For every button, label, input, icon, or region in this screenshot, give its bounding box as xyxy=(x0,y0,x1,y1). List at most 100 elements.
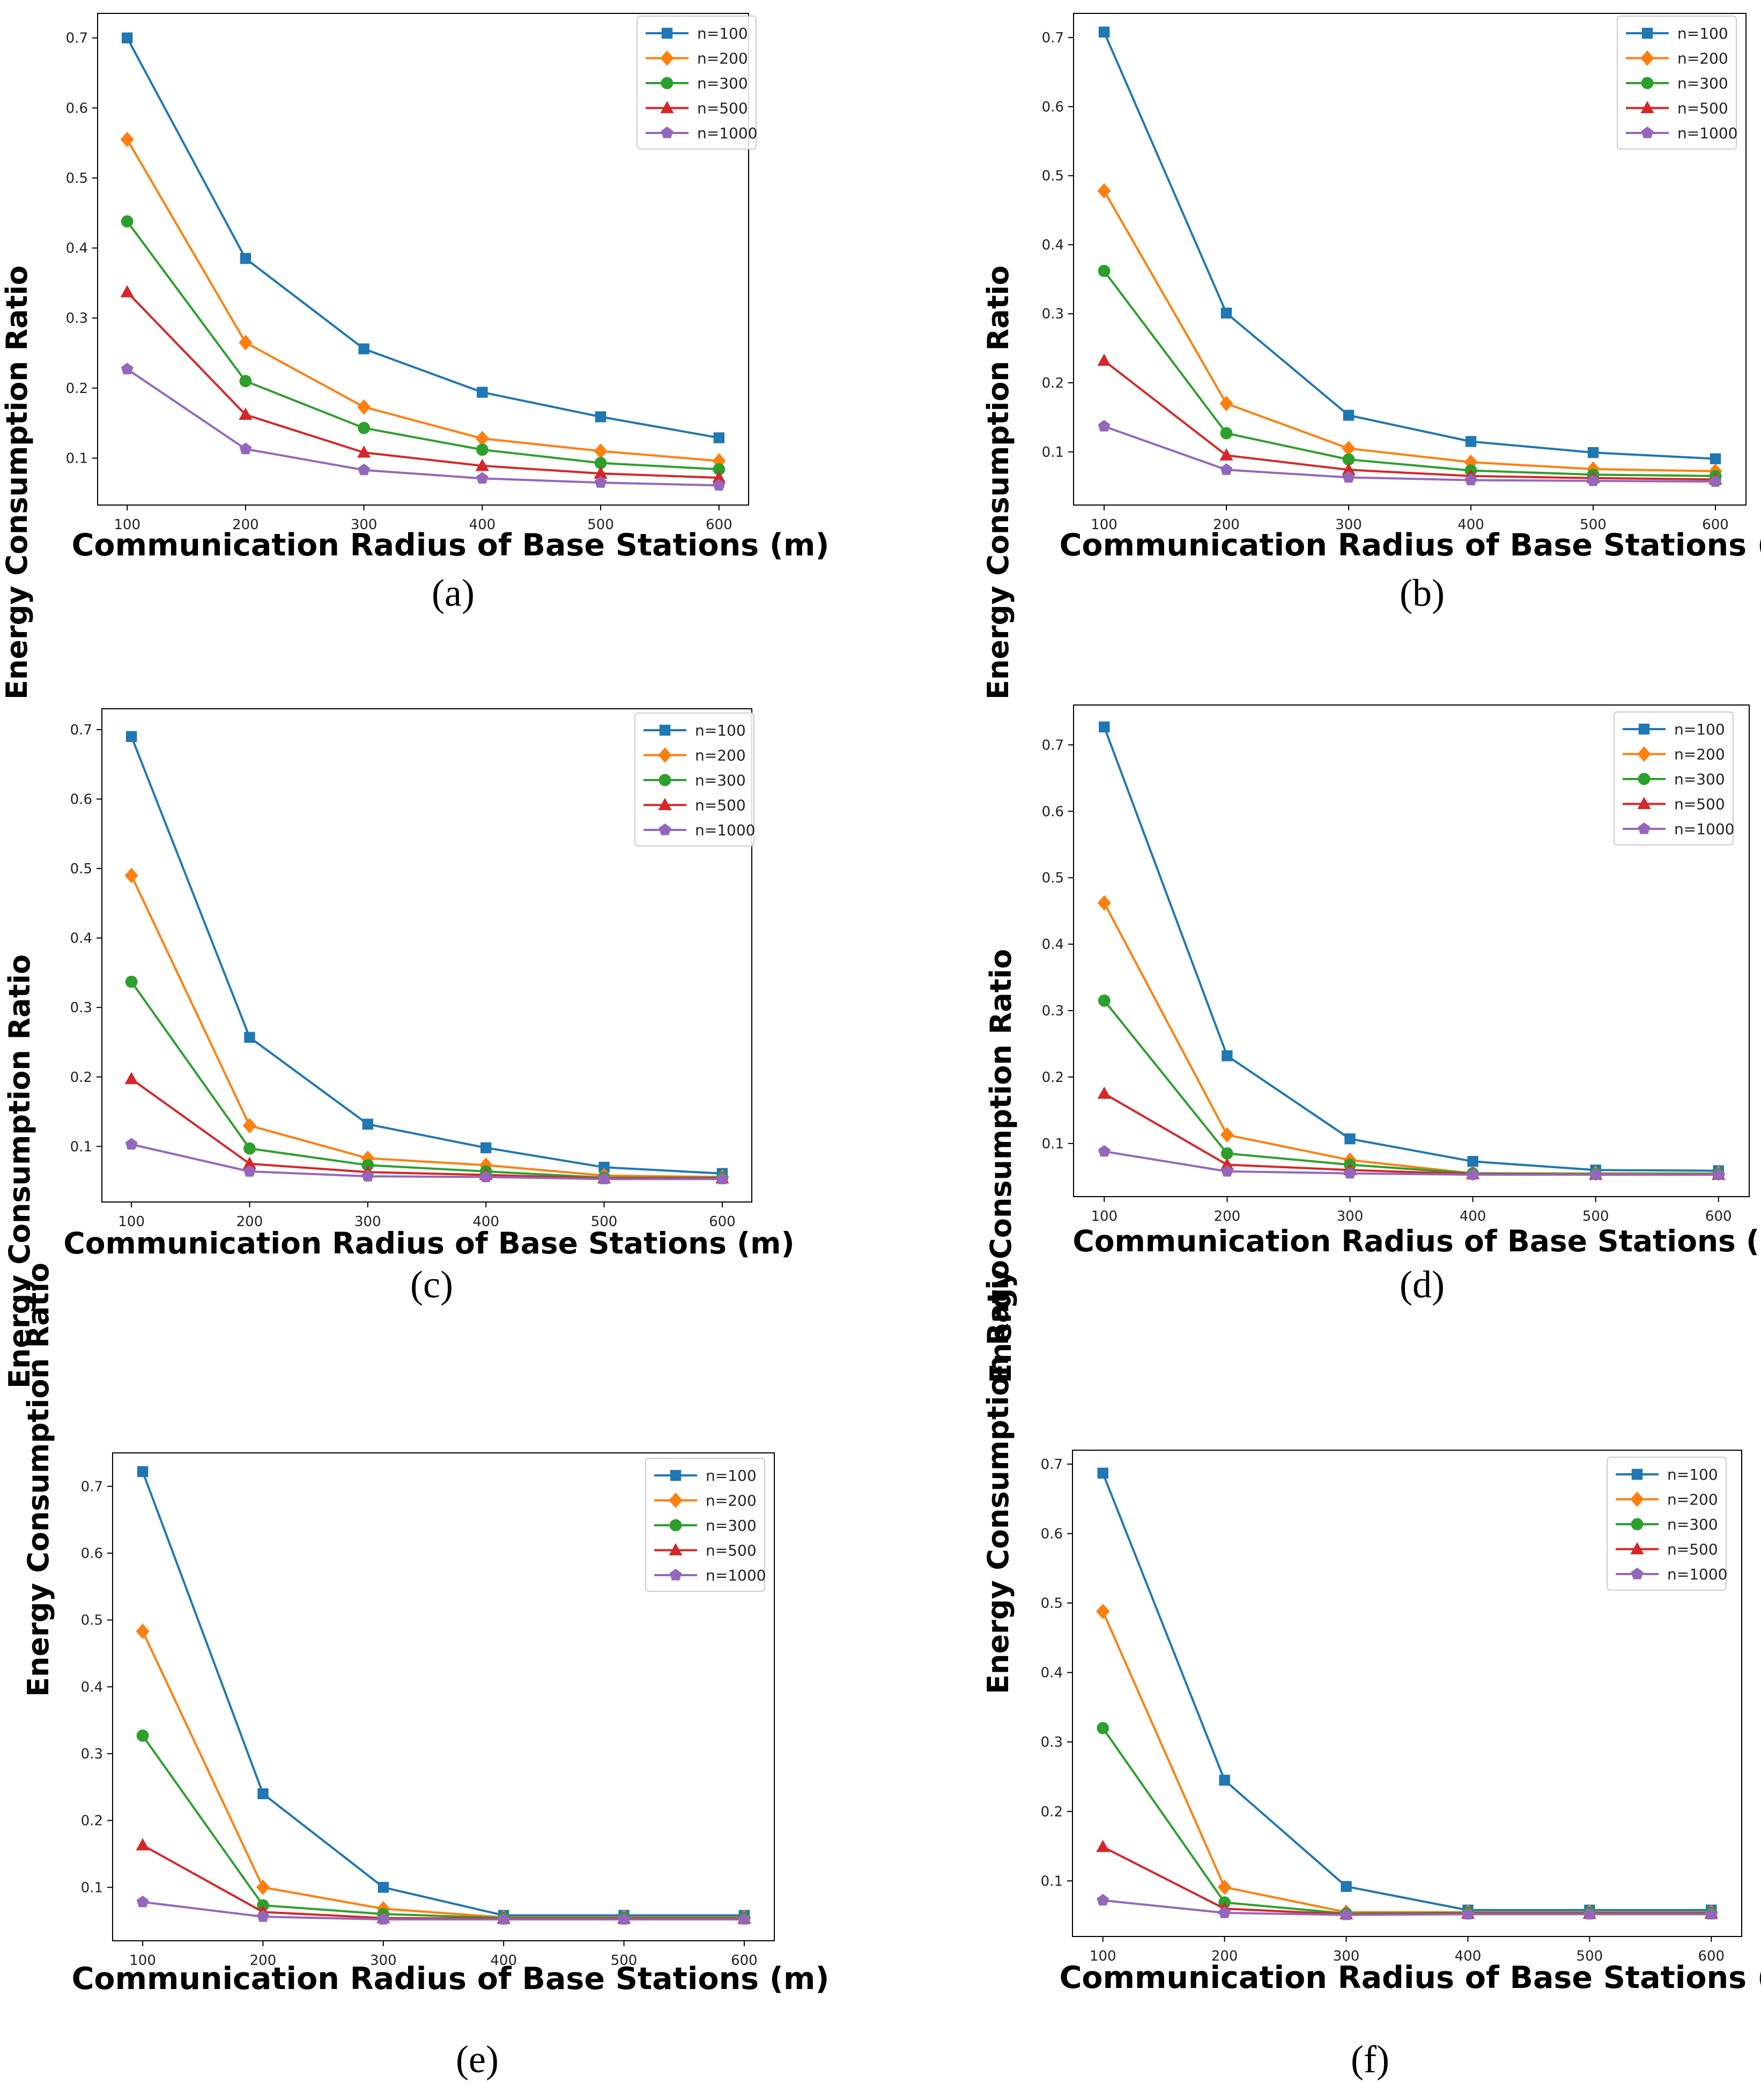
series-line xyxy=(142,1735,744,1919)
data-point xyxy=(1710,453,1721,464)
series-line xyxy=(1103,270,1716,477)
data-point xyxy=(256,1879,270,1895)
data-point xyxy=(475,458,489,471)
data-point xyxy=(1340,1908,1352,1920)
data-point xyxy=(244,1032,255,1043)
data-point xyxy=(1099,721,1110,733)
data-point xyxy=(1342,453,1355,466)
legend-label: n=100 xyxy=(697,25,748,42)
x-tick-label: 500 xyxy=(591,1214,618,1230)
y-tick-label: 0.3 xyxy=(70,1000,92,1016)
y-tick-label: 0.3 xyxy=(81,1746,103,1762)
plot-area xyxy=(1072,1450,1742,1937)
y-tick-label: 0.7 xyxy=(1042,30,1064,46)
x-tick-label: 300 xyxy=(1337,1208,1364,1225)
legend-box xyxy=(1607,1457,1727,1591)
legend-label: n=500 xyxy=(1677,100,1728,117)
y-tick-label: 0.6 xyxy=(70,791,92,807)
data-point xyxy=(239,442,252,455)
legend-marker xyxy=(1641,127,1654,138)
data-point xyxy=(242,1118,257,1133)
data-point xyxy=(1221,1164,1233,1177)
data-point xyxy=(377,1913,390,1925)
legend-marker xyxy=(1637,746,1651,762)
data-point xyxy=(1342,471,1355,483)
y-tick-label: 0.4 xyxy=(70,931,92,947)
x-tick-label: 500 xyxy=(1577,1948,1603,1964)
series-line xyxy=(130,1078,722,1179)
legend-marker xyxy=(1631,1468,1643,1480)
x-tick-label: 300 xyxy=(370,1953,397,1969)
x-tick-label: 300 xyxy=(354,1214,381,1230)
data-point xyxy=(1342,440,1356,456)
data-point xyxy=(1220,1147,1233,1160)
chart-panel: 100 200 300 400 500 600 0.1 0.2 0.3 0.4 0.5 0.6 0.7 n… xyxy=(981,13,1761,700)
x-tick-label: 300 xyxy=(1335,517,1362,533)
plot-area xyxy=(101,708,752,1203)
plot-area xyxy=(1073,13,1747,506)
legend-label: n=200 xyxy=(1677,50,1728,68)
data-point xyxy=(239,375,252,388)
panel-caption: (c) xyxy=(410,1263,453,1306)
y-tick-label: 0.2 xyxy=(1042,375,1064,391)
data-point xyxy=(713,432,725,443)
data-point xyxy=(121,215,134,228)
legend-marker xyxy=(1638,822,1651,834)
data-point xyxy=(1222,1050,1233,1062)
series-line xyxy=(142,1901,744,1921)
legend-marker xyxy=(661,77,674,90)
data-point xyxy=(594,443,608,459)
data-point xyxy=(594,476,607,488)
series-line xyxy=(130,736,723,1175)
x-tick-label: 400 xyxy=(469,517,496,533)
y-tick-label: 0.4 xyxy=(1041,1665,1063,1681)
data-point xyxy=(358,343,369,354)
legend-label: n=200 xyxy=(1674,746,1725,763)
data-point xyxy=(1712,1168,1725,1180)
x-tick-label: 300 xyxy=(1333,1948,1360,1964)
data-point xyxy=(1097,895,1111,911)
data-point xyxy=(1097,1086,1111,1099)
chart-panel: 100 200 300 400 500 600 0.1 0.2 0.3 0.4 0.5 0.6 0.7 n… xyxy=(21,1263,829,2081)
data-point xyxy=(257,1910,269,1922)
data-point xyxy=(1098,995,1111,1007)
panel-caption: (f) xyxy=(1351,2038,1389,2081)
x-tick-label: 200 xyxy=(1211,1948,1238,1964)
legend-label: n=300 xyxy=(706,1517,757,1534)
data-point xyxy=(1097,1467,1108,1479)
legend-marker xyxy=(659,724,671,736)
series-line xyxy=(1103,902,1719,1175)
y-tick-label: 0.6 xyxy=(66,100,88,116)
data-point xyxy=(242,1156,257,1169)
data-point xyxy=(125,975,138,988)
data-point xyxy=(361,1170,374,1182)
legend-label: n=300 xyxy=(1677,75,1728,92)
y-tick-label: 0.4 xyxy=(1042,937,1064,953)
legend-marker xyxy=(1631,1518,1644,1531)
legend-marker xyxy=(670,1470,682,1481)
data-point xyxy=(1464,473,1477,486)
x-tick-label: 400 xyxy=(1457,517,1484,533)
data-point xyxy=(121,362,134,375)
y-tick-label: 0.7 xyxy=(70,722,92,738)
data-point xyxy=(358,421,371,434)
legend-label: n=100 xyxy=(695,722,746,739)
data-point xyxy=(476,472,489,484)
legend-label: n=100 xyxy=(706,1467,757,1485)
legend-label: n=500 xyxy=(1667,1541,1718,1559)
x-tick-label: 200 xyxy=(236,1214,263,1230)
y-tick-label: 0.5 xyxy=(1041,1596,1063,1612)
legend-marker xyxy=(1641,27,1653,39)
legend-label: n=1000 xyxy=(1667,1565,1727,1583)
panel-caption: (d) xyxy=(1400,1263,1445,1306)
legend-label: n=200 xyxy=(697,50,748,68)
y-axis-label: Energy Consumption Ratio xyxy=(981,1260,1015,1694)
data-point xyxy=(1219,1775,1230,1786)
series-line xyxy=(142,1844,744,1920)
x-tick-label: 500 xyxy=(1580,517,1607,533)
data-point xyxy=(1344,1167,1356,1179)
y-tick-label: 0.3 xyxy=(1042,1003,1064,1019)
data-point xyxy=(239,335,253,351)
data-point xyxy=(1218,1879,1232,1895)
legend-marker xyxy=(1630,1542,1644,1555)
